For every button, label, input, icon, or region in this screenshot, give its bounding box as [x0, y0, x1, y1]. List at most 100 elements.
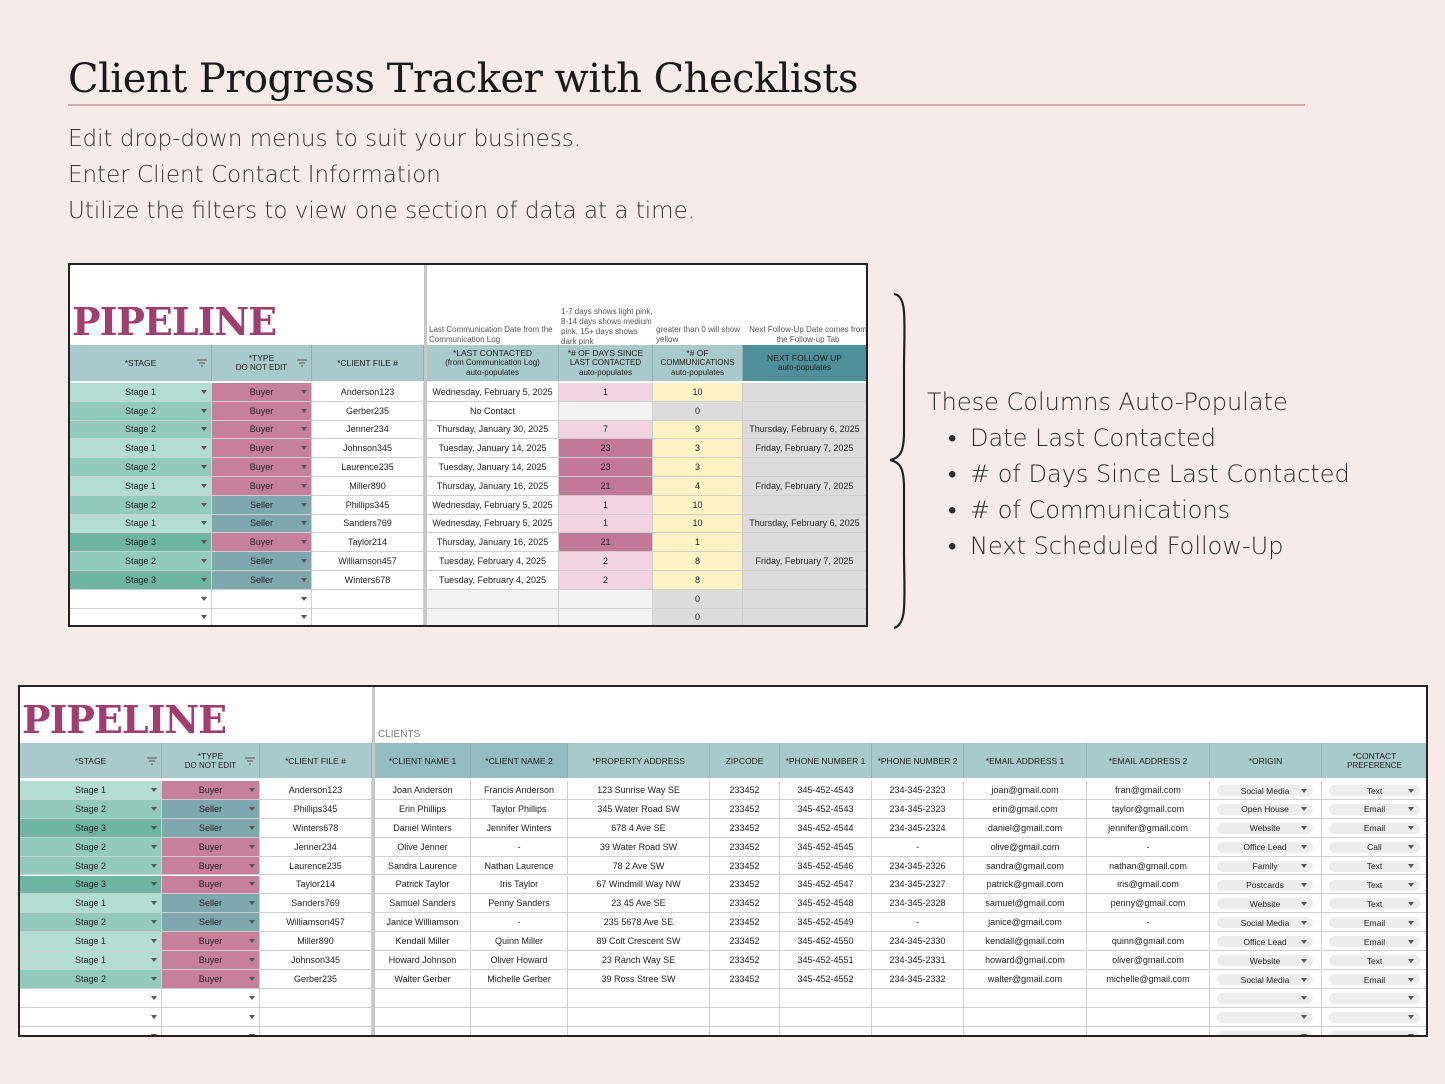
zipcode-cell[interactable]	[710, 1007, 780, 1027]
client-name-1-cell[interactable]: Janice Williamson	[375, 913, 471, 933]
dropdown-pill[interactable]: Text	[1329, 785, 1420, 796]
stage-dropdown[interactable]: Stage 3	[70, 571, 212, 590]
client-file-cell[interactable]: Laurence235	[260, 856, 372, 876]
dropdown-caret-icon[interactable]	[1301, 920, 1307, 925]
column-header[interactable]: *PHONE NUMBER 1	[780, 743, 872, 778]
column-header[interactable]: *ORIGIN	[1210, 743, 1322, 778]
client-file-cell[interactable]	[312, 608, 424, 625]
dropdown-caret-icon[interactable]	[151, 863, 157, 868]
property-address-cell[interactable]: 89 Colt Crescent SW	[568, 932, 710, 952]
client-file-cell[interactable]: Sanders769	[260, 894, 372, 914]
column-header[interactable]: *# OF DAYS SINCE LAST CONTACTED auto-popul…	[559, 345, 653, 381]
dropdown-caret-icon[interactable]	[1408, 883, 1414, 887]
zipcode-cell[interactable]	[710, 988, 780, 1008]
email-2-cell[interactable]: oliver@gmail.com	[1087, 951, 1210, 970]
client-name-1-cell[interactable]: Walter Gerber	[375, 970, 471, 989]
dropdown-caret-icon[interactable]	[201, 389, 207, 394]
dropdown-caret-icon[interactable]	[1408, 958, 1414, 963]
email-2-cell[interactable]	[1087, 1026, 1210, 1035]
stage-dropdown[interactable]: Stage 2	[20, 837, 162, 857]
client-file-cell[interactable]: Laurence235	[312, 458, 424, 477]
dropdown-caret-icon[interactable]	[151, 825, 157, 830]
origin-dropdown[interactable]: Social Media	[1210, 913, 1322, 933]
client-name-1-cell[interactable]	[375, 1007, 471, 1027]
dropdown-caret-icon[interactable]	[249, 806, 255, 811]
dropdown-caret-icon[interactable]	[301, 389, 307, 394]
email-1-cell[interactable]	[964, 988, 1087, 1008]
client-file-cell[interactable]: Gerber235	[312, 401, 424, 421]
contact-preference-dropdown[interactable]	[1322, 1026, 1426, 1035]
phone-2-cell[interactable]: -	[872, 913, 964, 933]
dropdown-caret-icon[interactable]	[201, 540, 207, 545]
client-name-2-cell[interactable]: Francis Anderson	[471, 781, 568, 800]
contact-preference-dropdown[interactable]	[1322, 1007, 1426, 1027]
phone-2-cell[interactable]	[872, 988, 964, 1008]
email-2-cell[interactable]: taylor@gmail.com	[1087, 799, 1210, 819]
dropdown-caret-icon[interactable]	[249, 939, 255, 944]
column-header[interactable]: *TYPE DO NOT EDIT	[212, 345, 312, 381]
zipcode-cell[interactable]: 233452	[710, 875, 780, 895]
dropdown-caret-icon[interactable]	[201, 408, 207, 413]
dropdown-pill[interactable]: Text	[1329, 879, 1420, 891]
stage-dropdown[interactable]: Stage 1	[70, 477, 212, 496]
filter-icon[interactable]	[297, 359, 307, 367]
dropdown-caret-icon[interactable]	[151, 1033, 157, 1035]
dropdown-caret-icon[interactable]	[151, 995, 157, 1000]
stage-dropdown[interactable]: Stage 2	[70, 458, 212, 477]
contact-preference-dropdown[interactable]: Email	[1322, 818, 1426, 838]
dropdown-caret-icon[interactable]	[301, 596, 307, 601]
column-header[interactable]: *CLIENT NAME 1	[375, 743, 471, 778]
client-name-1-cell[interactable]	[375, 1026, 471, 1035]
dropdown-caret-icon[interactable]	[201, 427, 207, 432]
dropdown-pill[interactable]: Email	[1329, 974, 1420, 985]
email-1-cell[interactable]: kendall@gmail.com	[964, 932, 1087, 952]
phone-2-cell[interactable]: 234-345-2332	[872, 970, 964, 989]
dropdown-caret-icon[interactable]	[1408, 864, 1414, 869]
property-address-cell[interactable]	[568, 988, 710, 1008]
column-header[interactable]: *TYPE DO NOT EDIT	[162, 743, 260, 778]
dropdown-caret-icon[interactable]	[1301, 1034, 1307, 1035]
column-header[interactable]: *CLIENT FILE #	[260, 743, 372, 778]
phone-1-cell[interactable]	[780, 1026, 872, 1035]
dropdown-caret-icon[interactable]	[1301, 901, 1307, 906]
dropdown-pill[interactable]: Text	[1329, 898, 1420, 910]
dropdown-caret-icon[interactable]	[301, 559, 307, 564]
client-file-cell[interactable]: Miller890	[312, 477, 424, 496]
dropdown-caret-icon[interactable]	[1408, 826, 1414, 831]
column-header[interactable]: *CLIENT FILE #	[312, 345, 424, 381]
type-dropdown[interactable]: Seller	[212, 514, 312, 534]
client-file-cell[interactable]: Johnson345	[260, 951, 372, 970]
phone-2-cell[interactable]: 234-345-2324	[872, 818, 964, 838]
phone-1-cell[interactable]	[780, 1007, 872, 1027]
client-file-cell[interactable]: Johnson345	[312, 439, 424, 459]
email-2-cell[interactable]: quinn@gmail.com	[1087, 932, 1210, 952]
phone-1-cell[interactable]: 345-452-4548	[780, 894, 872, 914]
phone-1-cell[interactable]: 345-452-4546	[780, 856, 872, 876]
origin-dropdown[interactable]: Office Lead	[1210, 932, 1322, 952]
client-name-2-cell[interactable]: Iris Taylor	[471, 875, 568, 895]
column-header[interactable]: ZIPCODE	[710, 743, 780, 778]
phone-2-cell[interactable]: -	[872, 837, 964, 857]
dropdown-caret-icon[interactable]	[249, 976, 255, 981]
type-dropdown[interactable]: Seller	[162, 818, 260, 838]
phone-1-cell[interactable]: 345-452-4551	[780, 951, 872, 970]
origin-dropdown[interactable]: Website	[1210, 818, 1322, 838]
property-address-cell[interactable]: 39 Ross Stree SW	[568, 970, 710, 989]
property-address-cell[interactable]: 78 2 Ave SW	[568, 856, 710, 876]
stage-dropdown[interactable]: Stage 1	[70, 439, 212, 459]
client-name-1-cell[interactable]	[375, 988, 471, 1008]
type-dropdown[interactable]: Seller	[212, 571, 312, 590]
dropdown-caret-icon[interactable]	[249, 1033, 255, 1035]
origin-dropdown[interactable]: Website	[1210, 894, 1322, 914]
dropdown-caret-icon[interactable]	[1301, 845, 1307, 850]
stage-dropdown[interactable]: Stage 1	[70, 383, 212, 402]
phone-2-cell[interactable]: 234-345-2327	[872, 875, 964, 895]
dropdown-caret-icon[interactable]	[1301, 939, 1307, 944]
filter-icon[interactable]	[197, 359, 207, 367]
phone-1-cell[interactable]	[780, 988, 872, 1008]
stage-dropdown[interactable]: Stage 2	[20, 799, 162, 819]
dropdown-caret-icon[interactable]	[1301, 864, 1307, 869]
dropdown-caret-icon[interactable]	[201, 465, 207, 470]
contact-preference-dropdown[interactable]: Text	[1322, 875, 1426, 895]
stage-dropdown[interactable]: Stage 1	[20, 932, 162, 952]
